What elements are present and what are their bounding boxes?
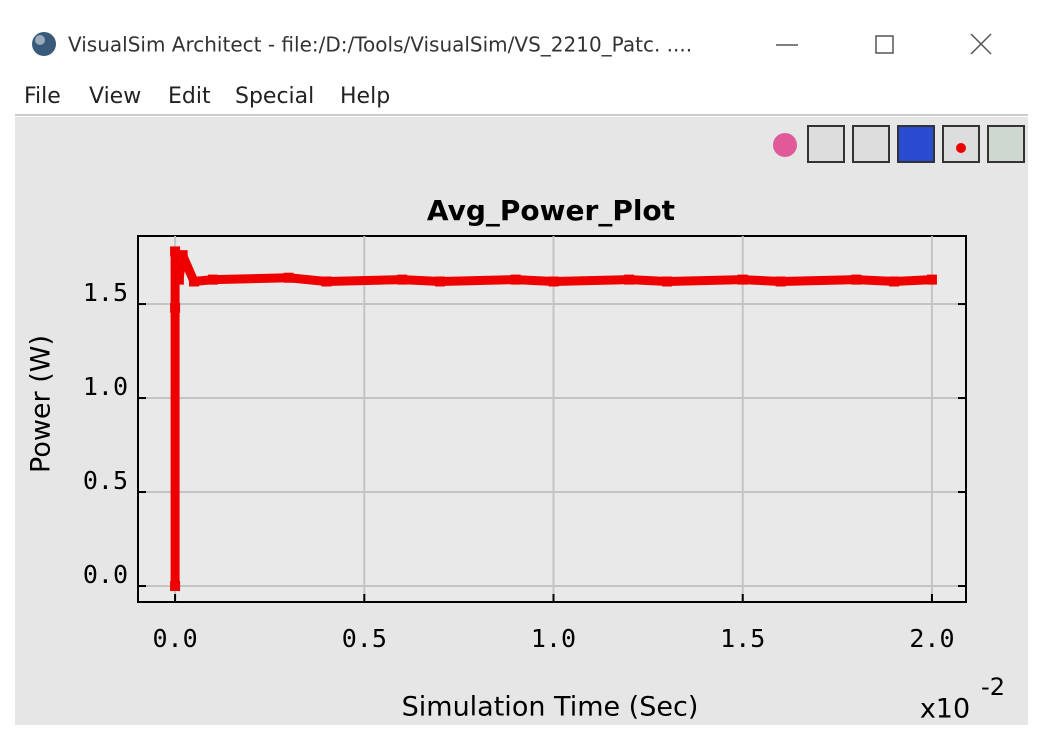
data-point — [207, 274, 218, 285]
data-point — [662, 276, 673, 287]
data-point — [548, 276, 559, 287]
data-point — [851, 274, 862, 285]
data-point — [173, 274, 184, 285]
data-point — [177, 250, 188, 261]
data-point — [170, 302, 181, 313]
data-point — [397, 274, 408, 285]
menu-item[interactable]: View — [89, 84, 141, 109]
maximize-button[interactable] — [875, 35, 894, 54]
chart: 0.0 0.5 1.0 1.5 2.0 0.0 0.5 1.0 1.5 — [83, 236, 966, 653]
y-axis-label: Power (W) — [26, 335, 57, 473]
x-multiplier: x10 — [920, 694, 970, 725]
x-multiplier-exponent: -2 — [981, 673, 1005, 701]
color-tool[interactable] — [773, 133, 797, 157]
data-point — [624, 274, 635, 285]
fill-tool[interactable] — [987, 125, 1025, 163]
menu-item[interactable]: File — [24, 84, 61, 109]
toolbar — [773, 125, 1025, 163]
x-tick-label: 0.5 — [342, 624, 387, 653]
marker-icon — [956, 143, 966, 153]
reset-tool[interactable] — [897, 125, 935, 163]
title-bar-bg — [0, 0, 1042, 118]
data-point — [321, 276, 332, 287]
data-point — [737, 274, 748, 285]
data-point — [189, 276, 200, 287]
data-point — [889, 276, 900, 287]
x-axis-label: Simulation Time (Sec) — [402, 692, 699, 723]
data-point — [170, 246, 181, 257]
close-button[interactable] — [970, 33, 992, 55]
data-point — [510, 274, 521, 285]
data-point — [775, 276, 786, 287]
y-tick-label: 1.5 — [83, 278, 128, 307]
data-point — [283, 272, 294, 283]
data-point — [170, 581, 181, 592]
chart-title: Avg_Power_Plot — [427, 194, 675, 227]
window-title: VisualSim Architect - file:/D:/Tools/Vis… — [68, 33, 692, 57]
print-tool[interactable] — [852, 125, 890, 163]
menu-item[interactable]: Special — [235, 84, 314, 109]
data-point — [434, 276, 445, 287]
save-tool[interactable] — [807, 125, 845, 163]
menu-item[interactable]: Edit — [168, 84, 211, 109]
y-tick-label: 0.5 — [83, 466, 128, 495]
x-tick-label: 1.0 — [531, 624, 576, 653]
menu-bar: File View Edit Special Help — [24, 84, 390, 109]
x-tick-label: 1.5 — [720, 624, 765, 653]
data-point — [926, 274, 937, 285]
app-icon — [32, 32, 56, 56]
x-tick-label: 2.0 — [909, 624, 954, 653]
app-icon-shine — [35, 35, 45, 45]
y-tick-label: 0.0 — [83, 560, 128, 589]
x-tick-label: 0.0 — [153, 624, 198, 653]
y-tick-label: 1.0 — [83, 372, 128, 401]
menu-item[interactable]: Help — [340, 84, 390, 109]
plot-area — [137, 235, 967, 603]
